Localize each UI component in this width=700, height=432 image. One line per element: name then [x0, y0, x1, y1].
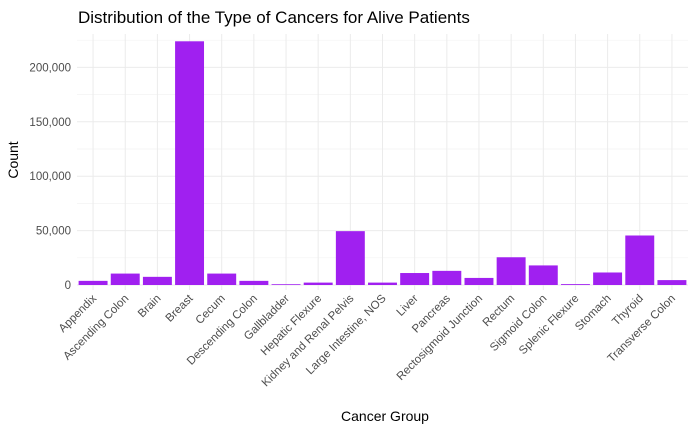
bars: [78, 41, 687, 286]
bar: [110, 273, 140, 285]
bar: [175, 41, 205, 286]
x-tick-label: Sigmoid Colon: [488, 293, 549, 354]
bar: [432, 270, 462, 285]
x-tick-label: Splenic Flexure: [517, 293, 582, 358]
bar: [271, 284, 301, 285]
y-tick-label: 0: [65, 280, 71, 292]
x-tick-label: Stomach: [573, 293, 614, 334]
bar: [335, 231, 365, 285]
x-axis-title: Cancer Group: [341, 408, 429, 424]
x-tick-label: Breast: [164, 292, 197, 325]
grid-lines: [77, 34, 688, 290]
bar: [78, 280, 108, 285]
bar: [303, 282, 333, 285]
bar: [657, 280, 687, 285]
chart-title: Distribution of the Type of Cancers for …: [78, 8, 470, 27]
bar: [528, 265, 558, 285]
y-tick-label: 200,000: [29, 62, 71, 74]
bar: [496, 257, 526, 285]
y-tick-label: 50,000: [36, 226, 71, 238]
bar: [207, 273, 237, 285]
y-tick-label: 150,000: [29, 117, 71, 129]
bar: [400, 273, 430, 285]
x-tick-label: Brain: [136, 293, 163, 320]
bar: [593, 272, 623, 285]
bar: [464, 277, 494, 285]
y-tick-label: 100,000: [29, 171, 71, 183]
bar: [368, 282, 397, 285]
bar: [625, 235, 655, 285]
y-axis-ticks: 0 50,000 100,000 150,000 200,000: [29, 62, 71, 292]
bar: [142, 276, 172, 285]
bar: [560, 284, 590, 285]
bar: [239, 280, 269, 285]
x-tick-label: Liver: [395, 293, 421, 319]
y-axis-title: Count: [5, 141, 21, 178]
